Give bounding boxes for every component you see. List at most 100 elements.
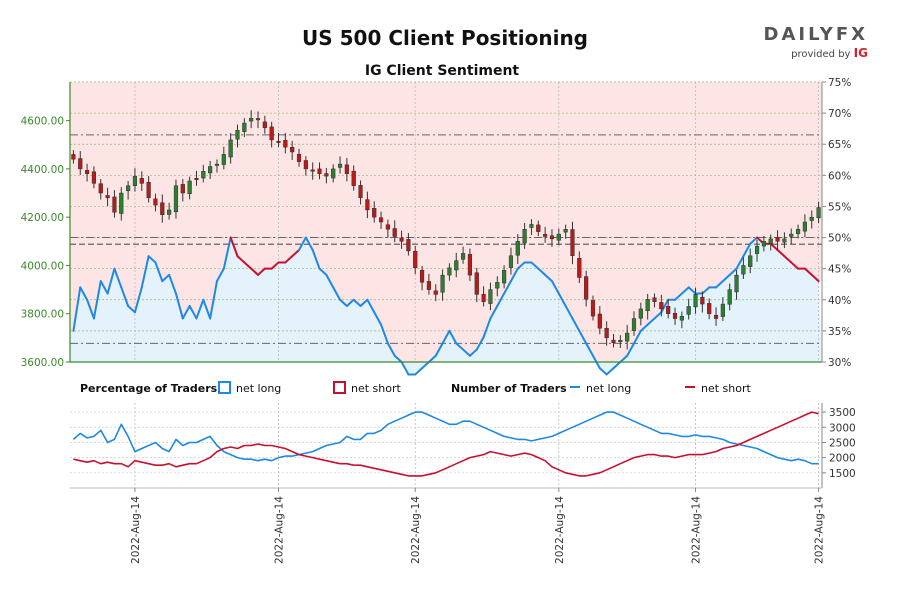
candle-up [686,306,691,315]
legend-pct-title: Percentage of Traders [80,382,218,395]
candle-up [625,332,630,342]
net-long-line-segment [660,298,670,314]
candle-up [119,192,124,214]
legend-row: Percentage of Traders net long net short… [80,381,752,395]
candle-down [255,118,261,121]
net-long-line-segment [92,280,102,320]
candle-up [235,130,240,140]
net-long-line-segment [646,317,656,326]
candle-down [276,140,281,143]
candle-up [734,274,739,293]
traders-tick-label: 1500 [829,468,856,480]
candle-down [153,198,158,206]
net-long-line-segment [154,261,164,283]
net-short-line-segment [769,242,779,251]
net-long-line-segment [352,298,362,307]
net-long-line-segment [72,286,82,332]
net-short-line-segment [790,261,800,270]
x-tick-label: 2022-Aug-14 [814,496,826,564]
net-long-line-segment [174,292,184,320]
candle-up [556,233,561,241]
net-long-line-segment [742,242,752,258]
candle-down [426,281,431,290]
candle-down [474,272,479,295]
candle-up [126,185,131,192]
candle-up [502,270,507,284]
candle-down [105,195,110,199]
net-short-line-segment [291,249,301,258]
net-long-line-segment [530,261,540,270]
net-long-line-segment [127,305,136,314]
candle-down [358,185,363,199]
candle-down [78,158,83,170]
candle-down [700,296,705,305]
net-long-line-segment [400,361,410,376]
net-long-line-segment [168,273,177,295]
candle-up [221,154,226,165]
price-tick-label: 4600.00 [21,116,64,128]
candle-down [372,208,377,218]
candle-down [597,313,602,329]
legend-num-title: Number of Traders [451,382,567,395]
pct-tick-label: 40% [828,295,851,307]
x-tick-label: 2022-Aug-14 [274,496,286,564]
net-long-line-segment [728,267,738,276]
net-long-line-segment [393,354,403,363]
candle-up [173,185,179,213]
net-long-line-segment [332,286,342,301]
candle-down [570,229,575,256]
net-long-line-segment [680,286,690,295]
net-short-line-segment [250,267,259,276]
net-long-line-segment [202,298,212,320]
candle-up [488,289,493,304]
candle-down [324,173,329,177]
net-long-line-segment [304,236,314,251]
brand-provider: provided by IG [758,46,868,60]
net-long-line-segment [468,348,478,357]
net-long-line-segment [715,280,724,289]
candle-down [262,121,267,129]
candle-up [132,175,138,186]
candle-down [310,169,315,172]
candle-down [283,139,288,148]
price-tick-label: 4200.00 [21,212,64,224]
candle-down [543,234,548,237]
net-long-line-segment [619,354,629,363]
candle-up [754,245,760,254]
candle-down [399,237,404,242]
candle-down [351,170,356,186]
candle-up [693,294,698,308]
net-short-line-segment [803,267,813,276]
candle-up [809,216,814,221]
x-tick-label: 2022-Aug-14 [130,496,142,564]
candle-down [303,160,308,170]
net-short-line-segment [236,255,246,264]
pct-tick-label: 75% [828,77,851,89]
net-long-line-segment [222,236,232,270]
net-short-line-segment [270,261,280,270]
candle-up [816,207,821,219]
chart-title: US 500 Client Positioning [302,26,588,50]
candle-down [659,302,664,310]
candle-down [365,199,370,211]
candle-up [727,289,732,305]
net-long-line-segment [598,367,608,376]
net-long-line-segment [366,298,376,314]
candle-down [672,313,678,319]
legend-num-short: net short [701,382,752,395]
candle-up [337,163,343,168]
candle-down [611,339,616,343]
net-long-line-segment [147,255,157,264]
traders-tick-label: 2000 [829,453,856,465]
net-long-line-segment [215,267,225,283]
net-long-line-segment [106,267,116,295]
candle-up [242,122,247,132]
traders-tick-label: 2500 [829,437,856,449]
net-long-line-segment [311,249,321,270]
candle-down [775,237,780,242]
legend-pct-long-swatch [218,381,231,394]
traders-tick-label: 3000 [829,422,856,434]
price-sentiment-panel: 3600.00 3800.00 4000.00 4200.00 4400.00 4600.… [21,77,851,376]
pct-tick-label: 65% [828,139,851,151]
net-long-line-segment [181,305,191,320]
